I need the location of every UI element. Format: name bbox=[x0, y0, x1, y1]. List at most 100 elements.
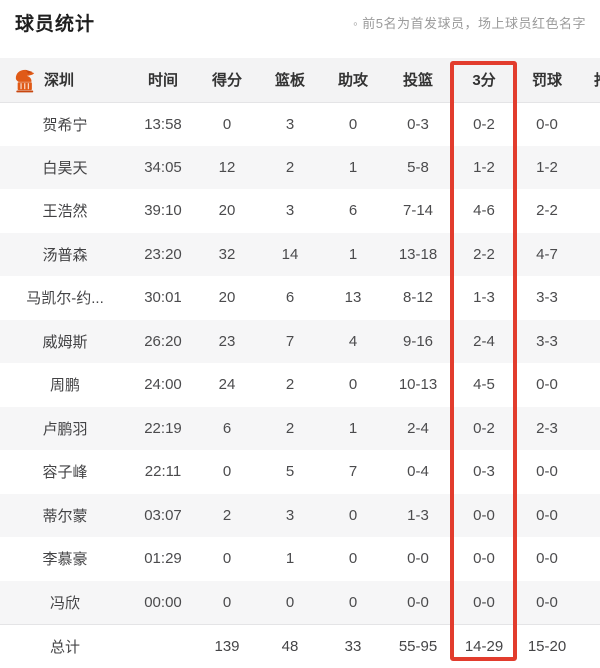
total-name: 总计 bbox=[49, 638, 80, 656]
cell-name: 卢鹏羽 bbox=[42, 420, 88, 438]
cell-reb: 2 bbox=[285, 419, 295, 437]
team-name: 深圳 bbox=[44, 72, 75, 90]
column-header-0: 时间 bbox=[130, 58, 196, 103]
total-time bbox=[130, 624, 196, 668]
cell-tp: 0-2 bbox=[473, 115, 495, 133]
cell-tp: 0-3 bbox=[473, 463, 495, 481]
cell-tp: 0-0 bbox=[473, 506, 495, 524]
player-row[interactable]: 马凯尔-约... 30:01 20 6 13 8-12 1-3 3-3 bbox=[0, 276, 600, 320]
cell-ast: 13 bbox=[344, 289, 362, 307]
player-row[interactable]: 王浩然 39:10 20 3 6 7-14 4-6 2-2 bbox=[0, 189, 600, 233]
cell-name: 李慕豪 bbox=[42, 551, 88, 569]
cell-tp: 2-2 bbox=[473, 245, 495, 263]
cell-stl bbox=[578, 189, 600, 233]
total-stl bbox=[578, 624, 600, 668]
cell-tp: 1-3 bbox=[473, 289, 495, 307]
cell-pts: 0 bbox=[222, 463, 232, 481]
cell-fg: 2-4 bbox=[407, 419, 429, 437]
cell-stl bbox=[578, 233, 600, 277]
cell-tp: 0-2 bbox=[473, 419, 495, 437]
cell-fg: 13-18 bbox=[398, 245, 438, 263]
player-row[interactable]: 李慕豪 01:29 0 1 0 0-0 0-0 0-0 bbox=[0, 537, 600, 581]
cell-ft: 0-0 bbox=[536, 550, 558, 568]
cell-pts: 20 bbox=[218, 289, 236, 307]
cell-ft: 0-0 bbox=[536, 463, 558, 481]
cell-tp: 0-0 bbox=[473, 550, 495, 568]
column-header-2: 篮板 bbox=[258, 58, 322, 103]
cell-ast: 1 bbox=[348, 158, 358, 176]
section-header: 球员统计 ◦ 前5名为首发球员，场上球员红色名字 bbox=[0, 0, 600, 58]
cell-name: 马凯尔-约... bbox=[26, 290, 104, 308]
cell-ast: 0 bbox=[348, 550, 358, 568]
cell-stl bbox=[578, 581, 600, 625]
cell-name: 蒂尔蒙 bbox=[42, 507, 88, 525]
player-row[interactable]: 汤普森 23:20 32 14 1 13-18 2-2 4-7 bbox=[0, 232, 600, 277]
team-logo-icon bbox=[15, 69, 35, 93]
cell-pts: 0 bbox=[222, 550, 232, 568]
total-fg: 55-95 bbox=[398, 637, 438, 655]
player-row[interactable]: 蒂尔蒙 03:07 2 3 0 1-3 0-0 0-0 bbox=[0, 493, 600, 538]
cell-fg: 0-0 bbox=[407, 593, 429, 611]
cell-fg: 9-16 bbox=[402, 332, 434, 350]
column-header-4: 投篮 bbox=[384, 58, 452, 103]
cell-tp: 2-4 bbox=[473, 332, 495, 350]
team-header-cell: 深圳 bbox=[0, 58, 130, 103]
column-header-3: 助攻 bbox=[322, 58, 384, 103]
cell-reb: 3 bbox=[285, 202, 295, 220]
cell-pts: 32 bbox=[218, 245, 236, 263]
note-bullet-icon: ◦ bbox=[353, 16, 359, 31]
cell-time: 01:29 bbox=[144, 550, 182, 568]
total-ft: 15-20 bbox=[527, 637, 567, 655]
cell-name: 贺希宁 bbox=[42, 116, 88, 134]
table-body: 贺希宁 13:58 0 3 0 0-3 0-2 0-0 白昊天 34:05 12 2 1 5-8 1-2 1-… bbox=[0, 102, 600, 668]
total-ast: 33 bbox=[344, 637, 362, 655]
cell-fg: 8-12 bbox=[402, 289, 434, 307]
cell-tp: 4-5 bbox=[473, 376, 495, 394]
player-row[interactable]: 白昊天 34:05 12 2 1 5-8 1-2 1-2 bbox=[0, 145, 600, 189]
cell-tp: 0-0 bbox=[473, 593, 495, 611]
cell-ast: 0 bbox=[348, 376, 358, 394]
player-row[interactable]: 贺希宁 13:58 0 3 0 0-3 0-2 0-0 bbox=[0, 102, 600, 146]
total-row: 总计 139 48 33 55-95 14-29 15-20 bbox=[0, 624, 600, 668]
total-pts: 139 bbox=[214, 637, 240, 655]
column-header-1: 得分 bbox=[196, 58, 258, 103]
cell-fg: 0-4 bbox=[407, 463, 429, 481]
cell-name: 白昊天 bbox=[42, 159, 88, 177]
cell-name: 威姆斯 bbox=[42, 333, 88, 351]
player-row[interactable]: 卢鹏羽 22:19 6 2 1 2-4 0-2 2-3 bbox=[0, 406, 600, 451]
stats-table-container: 深圳 时间得分篮板助攻投篮3分罚球抢断 贺希宁 13:58 0 3 0 0-3 0-2 0-0… bbox=[0, 58, 600, 668]
cell-time: 39:10 bbox=[144, 202, 182, 220]
cell-pts: 20 bbox=[218, 202, 236, 220]
column-header-5: 3分 bbox=[452, 58, 516, 103]
cell-stl bbox=[578, 450, 600, 494]
cell-ft: 1-2 bbox=[536, 158, 558, 176]
cell-fg: 7-14 bbox=[402, 202, 434, 220]
cell-reb: 6 bbox=[285, 289, 295, 307]
cell-fg: 5-8 bbox=[407, 158, 429, 176]
cell-ast: 6 bbox=[348, 202, 358, 220]
page-title: 球员统计 bbox=[15, 14, 96, 35]
cell-stl bbox=[578, 102, 600, 146]
cell-reb: 7 bbox=[285, 332, 295, 350]
cell-fg: 1-3 bbox=[407, 506, 429, 524]
cell-fg: 10-13 bbox=[398, 376, 438, 394]
cell-ast: 0 bbox=[348, 506, 358, 524]
cell-time: 03:07 bbox=[144, 506, 182, 524]
cell-time: 30:01 bbox=[144, 289, 182, 307]
cell-tp: 1-2 bbox=[473, 158, 495, 176]
cell-pts: 0 bbox=[222, 593, 232, 611]
cell-ast: 4 bbox=[348, 332, 358, 350]
player-row[interactable]: 容子峰 22:11 0 5 7 0-4 0-3 0-0 bbox=[0, 450, 600, 494]
player-row[interactable]: 冯欣 00:00 0 0 0 0-0 0-0 0-0 bbox=[0, 580, 600, 625]
cell-name: 周鹏 bbox=[49, 377, 80, 395]
cell-time: 22:11 bbox=[144, 463, 182, 481]
cell-pts: 24 bbox=[218, 376, 236, 394]
player-row[interactable]: 威姆斯 26:20 23 7 4 9-16 2-4 3-3 bbox=[0, 319, 600, 363]
cell-ast: 1 bbox=[348, 419, 358, 437]
cell-fg: 0-3 bbox=[407, 115, 429, 133]
cell-stl bbox=[578, 407, 600, 451]
cell-stl bbox=[578, 363, 600, 407]
cell-stl bbox=[578, 494, 600, 538]
player-row[interactable]: 周鹏 24:00 24 2 0 10-13 4-5 0-0 bbox=[0, 363, 600, 407]
